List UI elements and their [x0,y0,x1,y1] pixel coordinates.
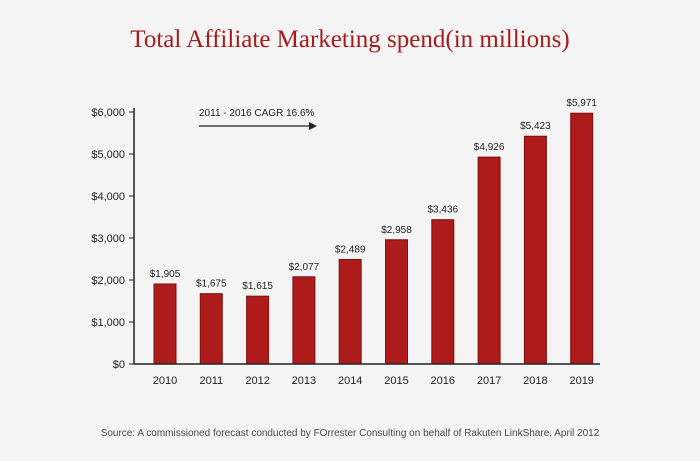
bar [523,135,547,365]
x-tick-label: 2012 [245,375,269,387]
x-tick-label: 2013 [292,375,316,387]
data-label: $4,926 [474,142,505,153]
data-label: $5,971 [566,98,597,109]
cagr-annotation: 2011 - 2016 CAGR 16.6% [199,108,317,130]
chart-title: Total Affiliate Marketing spend(in milli… [130,26,570,53]
data-label: $5,423 [520,121,551,132]
x-tick-label: 2010 [153,375,177,387]
data-label: $2,958 [381,225,412,236]
y-tick-label: $4,000 [91,191,125,203]
bar [338,258,362,365]
x-tick-label: 2019 [569,375,593,387]
y-tick-label: $3,000 [91,233,125,245]
bar [199,293,223,365]
data-label: $2,077 [289,262,320,273]
source-note: Source: A commissioned forecast conducte… [100,428,600,439]
x-tick-label: 2011 [199,375,223,387]
data-label: $3,436 [428,205,459,216]
y-tick-label: $0 [113,359,125,371]
y-axis-ticks: $0 $1,000 $2,000 $3,000 $4,000 $5,000 $6,000 [91,107,134,371]
bars [153,112,594,365]
y-tick-label: $5,000 [91,149,125,161]
bar [385,239,408,365]
x-tick-label: 2017 [477,375,501,387]
x-tick-label: 2014 [338,375,362,387]
bar [246,295,270,365]
x-tick-label: 2018 [523,375,547,387]
x-tick-label: 2015 [384,375,408,387]
data-label: $1,615 [242,281,273,292]
bar [431,219,455,365]
bar [292,276,316,365]
x-axis-ticks: 2010 2011 2012 2013 2014 2015 2016 2017 2018 2019 [153,375,594,387]
y-tick-label: $2,000 [91,275,125,287]
y-tick-label: $6,000 [91,107,125,119]
data-labels: $1,905 $1,675 $1,615 $2,077 $2,489 $2,958 $3,4… [150,98,598,292]
bar [570,112,594,365]
data-label: $1,675 [196,279,227,290]
cagr-label: 2011 - 2016 CAGR 16.6% [199,108,315,119]
y-tick-label: $1,000 [91,317,125,329]
bar [477,156,501,365]
data-label: $1,905 [150,269,181,280]
data-label: $2,489 [335,244,366,255]
bar [153,283,177,365]
cagr-arrow-head [309,122,317,130]
x-tick-label: 2016 [431,375,455,387]
